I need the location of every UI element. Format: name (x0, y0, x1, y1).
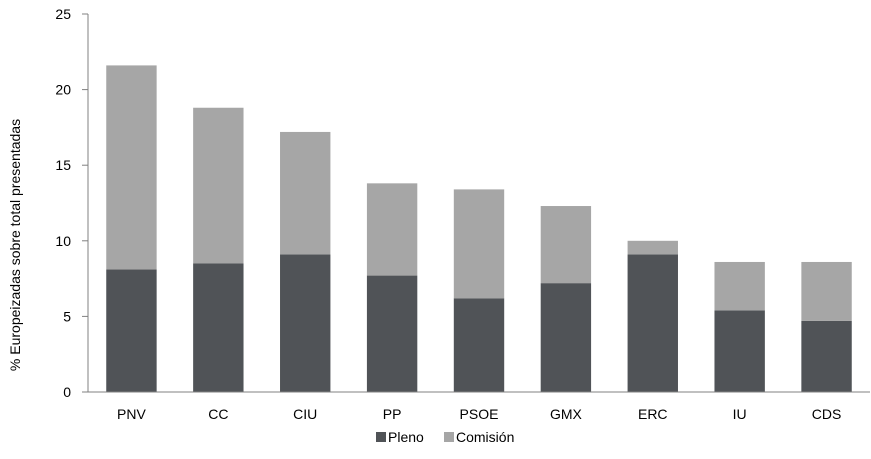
x-tick-label: CDS (812, 406, 842, 422)
bar-pleno-cc (193, 263, 244, 392)
x-tick-label: ERC (638, 406, 668, 422)
y-tick-label: 10 (55, 233, 71, 249)
bar-pleno-cds (801, 320, 852, 392)
bar-pleno-pp (366, 275, 418, 392)
bar-comisi-n-gmx (540, 206, 592, 284)
x-tick-label: PNV (117, 406, 146, 422)
bar-comisi-n-pp (366, 183, 418, 276)
x-axis: PNV CC CIU PP PSOE GMX ERC IU CDS (88, 391, 870, 422)
x-tick-label: CC (208, 406, 228, 422)
bar-pleno-iu (714, 310, 765, 392)
bar-comisi-n-cds (801, 261, 852, 321)
bar-comisi-n-psoe (453, 189, 505, 299)
legend-swatch-pleno (376, 432, 386, 442)
legend-label: Pleno (388, 429, 424, 445)
bar-pleno-ciu (280, 254, 331, 392)
bar-pleno-psoe (453, 298, 505, 392)
y-tick-label: 15 (55, 157, 71, 173)
bar-pleno-erc (627, 254, 678, 392)
bar-comisi-n-pnv (106, 65, 157, 270)
x-tick-label: PSOE (460, 406, 499, 422)
x-tick-label: GMX (550, 406, 583, 422)
x-tick-label: PP (383, 406, 402, 422)
bar-comisi-n-erc (627, 240, 678, 255)
y-tick-label: 5 (63, 308, 71, 324)
bar-pleno-pnv (106, 269, 157, 392)
bar-comisi-n-ciu (280, 131, 331, 255)
bar-pleno-gmx (540, 283, 592, 392)
bars (106, 65, 852, 392)
legend: Pleno Comisión (376, 429, 514, 445)
y-axis-title: % Europeizadas sobre total presentadas (7, 119, 23, 371)
bar-comisi-n-iu (714, 261, 765, 311)
y-axis-title-group: % Europeizadas sobre total presentadas (7, 119, 23, 371)
x-tick-label: CIU (293, 406, 317, 422)
y-tick-label: 25 (55, 6, 71, 22)
x-tick-label: IU (733, 406, 747, 422)
y-tick-label: 20 (55, 82, 71, 98)
bar-comisi-n-cc (193, 107, 244, 264)
y-tick-label: 0 (63, 384, 71, 400)
legend-label: Comisión (456, 429, 514, 445)
y-axis: 0 5 10 15 20 25 (55, 6, 89, 400)
legend-swatch-comisi-n (444, 432, 454, 442)
